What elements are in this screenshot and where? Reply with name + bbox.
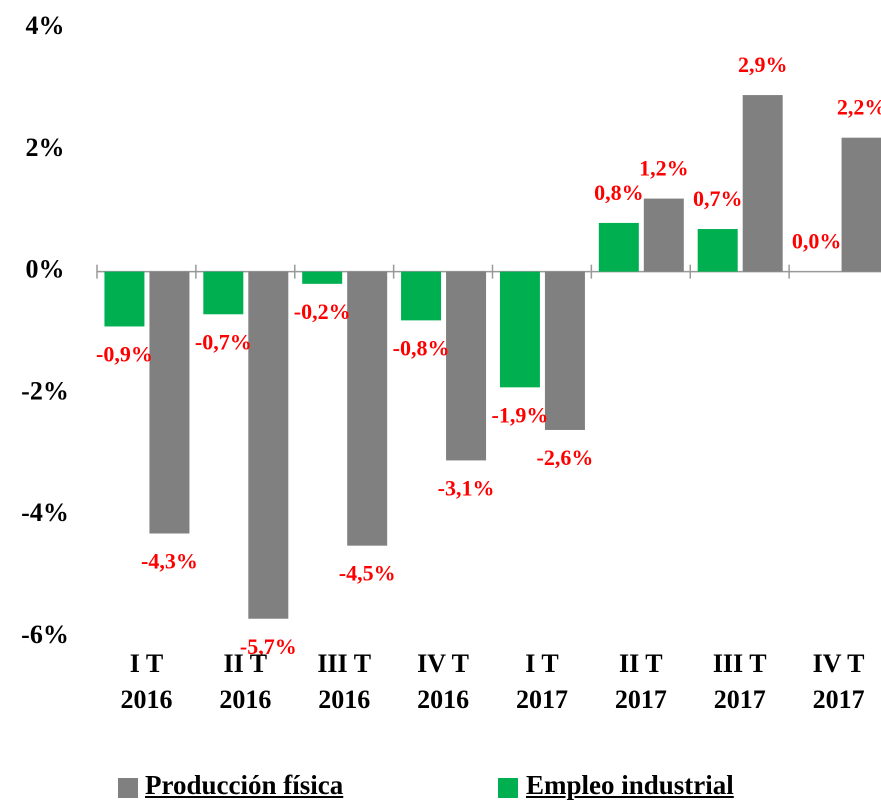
x-tick-label: II T 2016 (219, 649, 272, 714)
x-tick-label: III T 2017 (712, 649, 767, 714)
data-label: 1,2% (639, 156, 689, 181)
bar (149, 271, 190, 534)
bar (446, 271, 487, 461)
data-label: -3,1% (438, 475, 495, 500)
y-tick-label: -6% (21, 620, 69, 649)
bar (598, 222, 639, 272)
y-tick-label: 4% (26, 11, 65, 40)
data-label: -4,3% (141, 549, 198, 574)
y-tick-label: 2% (26, 133, 65, 162)
bar (203, 271, 244, 315)
y-tick-label: -2% (21, 376, 69, 405)
data-label: 0,0% (792, 229, 842, 254)
y-tick-label: 0% (26, 255, 65, 284)
data-label: 0,7% (693, 186, 743, 211)
legend-swatch (118, 778, 138, 798)
data-label: -0,8% (393, 335, 450, 360)
x-tick-label: III T 2016 (317, 649, 372, 714)
x-tick-label: IV T 2016 (417, 649, 470, 714)
data-label: -5,7% (240, 634, 297, 659)
bar (499, 271, 540, 388)
bar (104, 271, 145, 327)
y-tick-label: -4% (21, 498, 69, 527)
bar (841, 137, 881, 272)
data-label: -0,2% (294, 299, 351, 324)
bar (401, 271, 442, 321)
bar (697, 229, 738, 272)
data-label: -4,5% (339, 561, 396, 586)
legend-label: Producción física (145, 770, 344, 800)
data-label: -1,9% (492, 402, 549, 427)
legend-label: Empleo industrial (526, 770, 734, 800)
bar (643, 198, 684, 272)
legend-swatch (498, 778, 518, 798)
x-tick-label: I T 2016 (120, 649, 173, 714)
bar (347, 271, 388, 546)
data-label: 2,9% (738, 52, 788, 77)
data-label: 2,2% (837, 95, 881, 120)
data-label: -0,9% (96, 342, 153, 367)
data-label: 0,8% (594, 180, 644, 205)
bar (302, 271, 343, 284)
x-tick-label: IV T 2017 (812, 649, 865, 714)
bar (742, 95, 783, 272)
bar (248, 271, 289, 619)
data-label: -0,7% (195, 329, 252, 354)
x-tick-label: II T 2017 (614, 649, 667, 714)
x-tick-label: I T 2017 (515, 649, 568, 714)
data-label: -2,6% (537, 445, 594, 470)
bar (544, 271, 585, 430)
